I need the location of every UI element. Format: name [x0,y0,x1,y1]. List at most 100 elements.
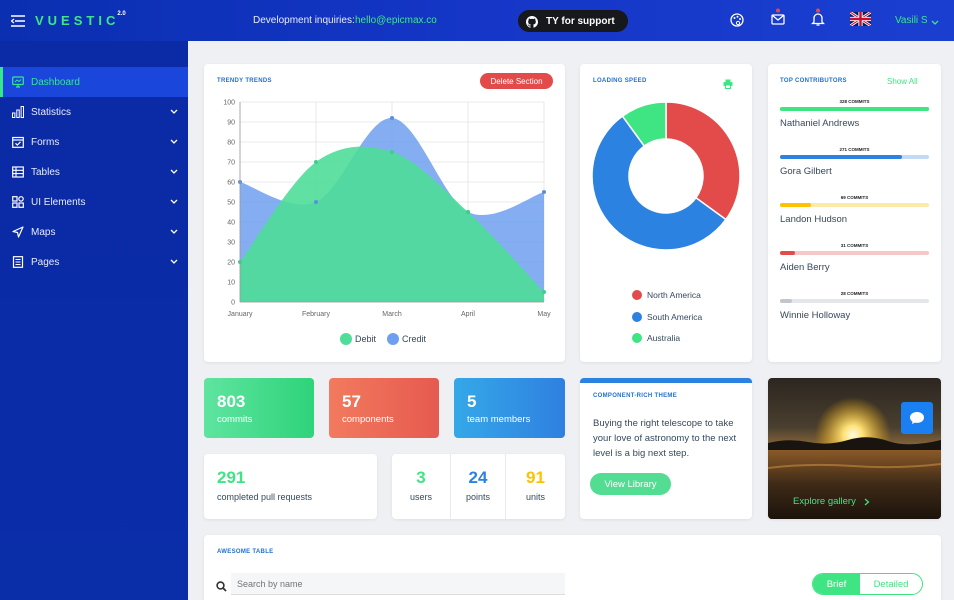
legend-label[interactable]: Debit [355,334,377,344]
legend-item[interactable]: South America [632,311,703,322]
progress-fill [780,299,792,303]
y-tick-label: 30 [227,240,235,247]
contributor-item: 31 COMMITS Aiden Berry [780,243,929,273]
explore-gallery-label: Explore gallery [793,496,856,507]
explore-gallery-link[interactable]: Explore gallery [793,496,870,507]
contributor-name: Nathaniel Andrews [780,118,860,129]
sidebar-item-forms[interactable]: Forms [0,127,188,157]
progress-bar [780,299,929,303]
series-area-debit [240,146,544,302]
card-title: COMPONENT-RICH THEME [593,393,677,399]
legend-swatch[interactable] [340,333,352,345]
printer-icon[interactable] [723,76,733,89]
contributor-name: Gora Gilbert [780,166,832,177]
progress-bar [780,203,929,207]
delete-section-button[interactable]: Delete Section [480,73,553,89]
awesome-table-card: AWESOME TABLE Brief Detailed [204,535,941,600]
progress-fill [780,155,903,159]
contributor-item: 328 COMMITS Nathaniel Andrews [780,99,929,129]
contributor-item: 271 COMMITS Gora Gilbert [780,147,929,177]
y-tick-label: 40 [227,220,235,227]
contributor-item: 69 COMMITS Landon Hudson [780,195,929,225]
donut-slice-australia[interactable] [621,101,667,148]
donut-slice-south-america[interactable] [591,115,727,251]
delete-section-label: Delete Section [490,76,543,86]
language-flag-uk-icon[interactable] [849,10,872,28]
inquiries-email-link[interactable]: hello@epicmax.co [355,15,437,26]
legend-swatch [632,290,642,300]
donut-slice-north-america[interactable] [665,101,741,221]
card-title: LOADING SPEED [593,78,647,84]
stat-value: 57 [342,392,361,411]
sidebar-item-label: Statistics [31,106,72,118]
sidebar-item-label: Pages [31,256,60,268]
table-icon [12,166,24,178]
progress-fill [780,251,795,255]
sidebar-item-statistics[interactable]: Statistics [0,97,188,127]
sidebar-item-label: Dashboard [31,76,80,88]
sidebar-item-label: UI Elements [31,196,86,208]
stat-label: team members [467,414,531,425]
legend-item[interactable]: Australia [632,333,680,343]
sidebar-item-tables[interactable]: Tables [0,157,188,187]
y-tick-label: 10 [227,280,235,287]
data-point-debit [314,160,318,164]
sidebar-item-ui-elements[interactable]: UI Elements [0,187,188,217]
toggle-brief[interactable]: Brief [813,574,860,594]
sidebar-item-dashboard[interactable]: Dashboard [0,67,188,97]
app-logo[interactable]: VUESTIC2.0 [35,11,128,28]
legend-label: South America [647,311,703,322]
legend-label[interactable]: Credit [402,334,427,344]
commits-stat-card: 803 commits [204,378,314,438]
sidebar-item-pages[interactable]: Pages [0,247,188,277]
search-input[interactable] [231,573,565,595]
y-tick-label: 50 [227,200,235,207]
x-tick-label: April [461,311,475,318]
card-title: AWESOME TABLE [217,549,274,555]
stat-label: units [525,492,545,502]
legend-swatch[interactable] [387,333,399,345]
chevron-down-icon [170,227,178,238]
menu-toggle-icon[interactable] [10,14,25,27]
contributor-name: Aiden Berry [780,262,830,273]
stat-value: 5 [467,392,477,411]
support-button-label: TY for support [546,15,615,27]
chevron-down-icon [170,257,178,268]
monitor-icon [12,76,24,88]
toggle-detailed-label: Detailed [873,578,909,590]
logo-version: 2.0 [117,11,126,17]
chat-icon[interactable] [901,402,933,434]
pull-requests-card: 291 completed pull requests [204,454,377,519]
view-library-button[interactable]: View Library [590,473,671,495]
stat-value: 803 [217,392,246,411]
sidebar-item-label: Tables [31,166,60,178]
chevron-down-icon [931,18,939,25]
card-title: TOP CONTRIBUTORS [780,78,847,84]
progress-bar [780,155,929,159]
inquiries-label: Development inquiries: [253,15,355,26]
points-stat: 24 points [451,454,506,519]
chevron-down-icon [170,197,178,208]
notifications-bell-icon[interactable] [810,8,826,27]
legend-item[interactable]: North America [632,290,701,300]
y-tick-label: 60 [227,180,235,187]
messages-icon[interactable] [771,8,785,27]
legend-label: Australia [647,333,681,343]
show-all-link[interactable]: Show All [887,77,918,86]
palette-icon[interactable] [730,13,744,27]
trendy-trends-card: TRENDY TRENDS Delete Section 0 10 20 30 40 50… [204,64,565,362]
card-title: TRENDY TRENDS [217,78,272,84]
stat-value: 3 [416,468,426,487]
commit-count: 28 COMMITS [840,291,869,296]
commit-count: 69 COMMITS [840,195,869,200]
data-point-credit [390,116,394,120]
sidebar-item-maps[interactable]: Maps [0,217,188,247]
y-tick-label: 80 [227,140,235,147]
stat-label: components [342,414,394,425]
users-stat: 3 users [392,454,451,519]
user-menu[interactable]: Vasili S [895,15,939,26]
support-button[interactable]: TY for support [518,10,628,32]
sidebar-item-label: Forms [31,136,60,148]
toggle-detailed[interactable]: Detailed [860,574,922,594]
stat-label: completed pull requests [217,492,313,502]
